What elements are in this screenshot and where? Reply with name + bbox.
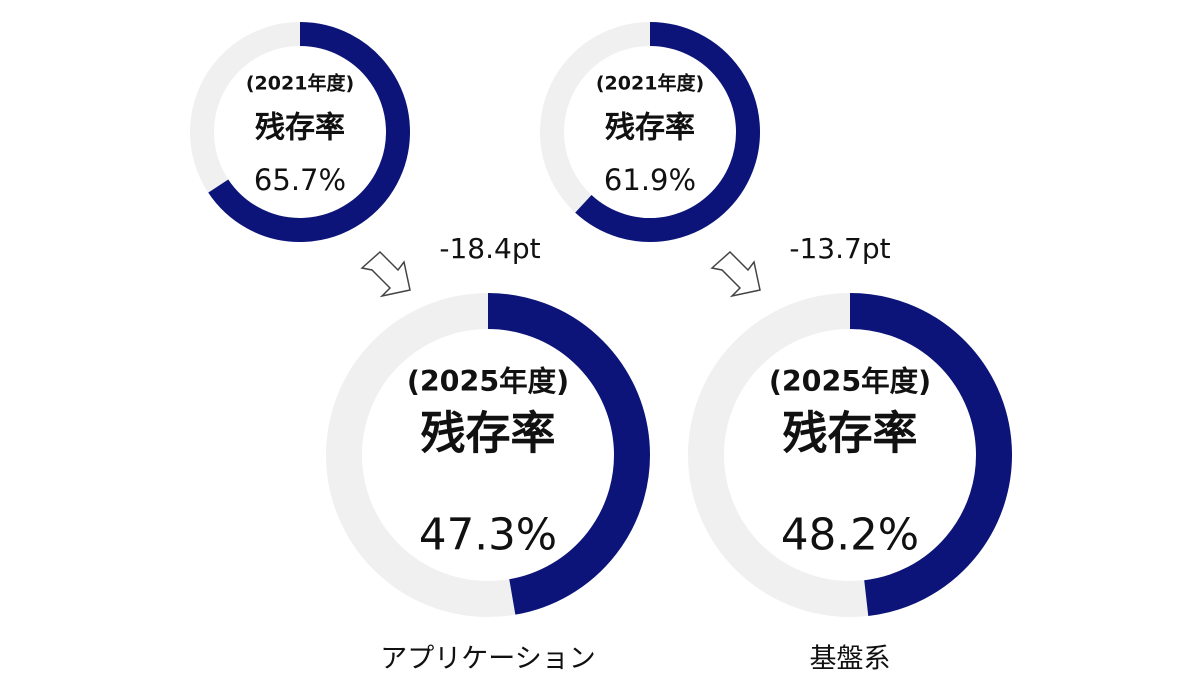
change-annotation: -13.7pt (789, 232, 890, 265)
donut-arc (487, 293, 650, 615)
arrow (360, 250, 411, 298)
donut-subtitle: (2025年度) (407, 365, 569, 398)
donut-arc (208, 22, 410, 242)
change-annotation: -18.4pt (439, 232, 540, 265)
donut-title: 残存率 (605, 111, 695, 146)
donut-title: 残存率 (782, 407, 917, 460)
arrow (710, 250, 761, 298)
donut-subtitle: (2025年度) (769, 365, 931, 398)
group-label: アプリケーション (380, 644, 595, 675)
donut-title: 残存率 (255, 111, 345, 146)
donut-arc (849, 293, 1012, 616)
donut-subtitle: (2021年度) (246, 72, 354, 95)
value-label: 61.9% (604, 163, 696, 197)
group-label: 基盤系 (810, 644, 891, 675)
donut-subtitle: (2021年度) (596, 72, 704, 95)
value-label: 65.7% (254, 163, 346, 197)
donut-title: 残存率 (420, 407, 555, 460)
donut-arc (575, 22, 760, 242)
value-label: 48.2% (781, 511, 919, 561)
value-label: 47.3% (419, 511, 557, 561)
